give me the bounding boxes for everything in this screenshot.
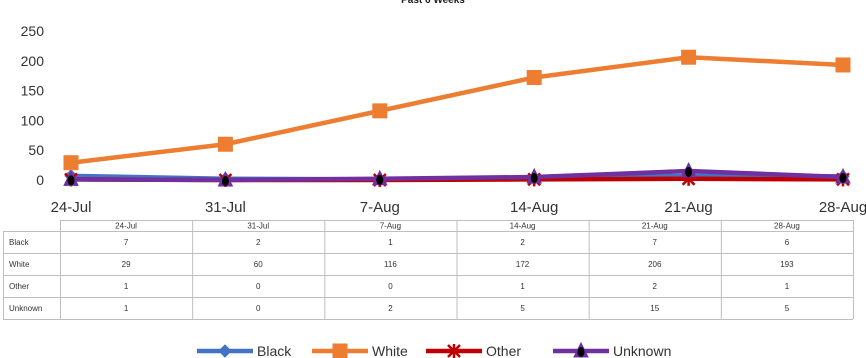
x-tick-label: 28-Aug xyxy=(819,199,866,216)
table-cell: 7 xyxy=(653,238,658,247)
table-header-cell: 28-Aug xyxy=(774,222,800,231)
table-header-cell: 7-Aug xyxy=(380,222,401,231)
table-cell: 1 xyxy=(124,304,129,313)
legend-label-black: Black xyxy=(257,343,292,358)
table-cell: 206 xyxy=(648,260,662,269)
x-tick-label: 24-Jul xyxy=(51,199,92,216)
x-tick-label: 7-Aug xyxy=(360,199,400,216)
y-tick-label: 250 xyxy=(21,23,45,39)
table-cell: 1 xyxy=(785,282,790,291)
x-tick-label: 31-Jul xyxy=(205,199,246,216)
data-point-white xyxy=(372,103,388,119)
legend-label-other: Other xyxy=(486,343,521,358)
data-point-white xyxy=(217,136,233,152)
table-row-label: Black xyxy=(9,238,30,247)
series-line-unknown xyxy=(70,168,844,183)
table-row-label: Other xyxy=(9,282,29,291)
table-cell: 5 xyxy=(785,304,790,313)
table-header-cell: 24-Jul xyxy=(115,222,137,231)
table-cell: 2 xyxy=(256,238,261,247)
y-tick-label: 150 xyxy=(21,83,45,99)
table-cell: 0 xyxy=(388,282,393,291)
table-cell: 7 xyxy=(124,238,129,247)
data-point-unknown-center xyxy=(67,175,75,186)
data-point-white xyxy=(681,49,697,65)
y-tick-label: 200 xyxy=(21,53,45,69)
x-tick-label: 14-Aug xyxy=(510,199,558,216)
data-point-white xyxy=(526,69,542,85)
table-row-label: Unknown xyxy=(9,304,42,313)
series-line-white xyxy=(70,54,844,165)
table-cell: 2 xyxy=(520,238,525,247)
data-point-unknown-center xyxy=(221,176,229,186)
table-row-label: White xyxy=(9,260,30,269)
x-tick-label: 21-Aug xyxy=(664,199,712,216)
table-cell: 1 xyxy=(124,282,129,291)
legend-marker-white xyxy=(332,343,348,358)
table-cell: 1 xyxy=(388,238,393,247)
data-point-white xyxy=(63,155,79,171)
legend-label-unknown: Unknown xyxy=(613,343,671,358)
table-cell: 29 xyxy=(122,260,131,269)
table-cell: 116 xyxy=(384,260,397,269)
table-cell: 172 xyxy=(516,260,530,269)
table-cell: 2 xyxy=(388,304,393,313)
chart-title: Past 6 Weeks xyxy=(401,0,465,6)
legend-label-white: White xyxy=(372,343,408,358)
table-cell: 193 xyxy=(780,260,794,269)
data-point-unknown-center xyxy=(530,173,538,184)
data-point-unknown-center xyxy=(839,173,847,184)
data-point-unknown-center xyxy=(376,174,384,185)
table-cell: 1 xyxy=(520,282,525,291)
data-point-white xyxy=(835,57,851,73)
table-cell: 5 xyxy=(520,304,525,313)
y-tick-label: 0 xyxy=(36,172,44,188)
y-tick-label: 100 xyxy=(21,112,45,128)
table-header-cell: 14-Aug xyxy=(510,222,536,231)
table-cell: 15 xyxy=(650,304,659,313)
legend-marker-unknown-center xyxy=(577,347,585,357)
legend-marker-black xyxy=(218,344,232,358)
table-cell: 6 xyxy=(785,238,790,247)
y-tick-label: 50 xyxy=(28,142,44,158)
table-header-cell: 31-Jul xyxy=(247,222,269,231)
table-cell: 0 xyxy=(256,282,261,291)
table-cell: 60 xyxy=(254,260,263,269)
table-cell: 2 xyxy=(653,282,658,291)
table-cell: 0 xyxy=(256,304,261,313)
data-point-unknown-center xyxy=(685,167,693,178)
table-header-cell: 21-Aug xyxy=(642,222,668,231)
